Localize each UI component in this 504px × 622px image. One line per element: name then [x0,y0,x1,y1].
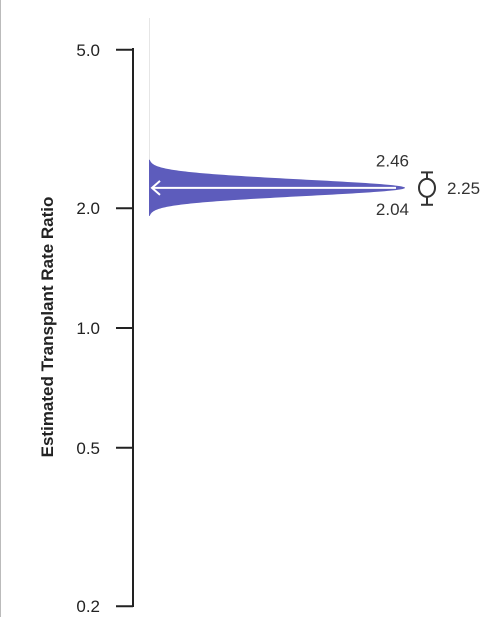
y-tick-label: 5.0 [76,41,100,60]
ci-lower-label: 2.04 [376,200,409,219]
y-tick-label: 0.5 [76,439,100,458]
y-axis-label: Estimated Transplant Rate Ratio [38,197,57,458]
density-arrow [150,180,396,196]
arrow-head [150,180,161,196]
y-tick-label: 1.0 [76,319,100,338]
estimate-marker [418,177,436,198]
ci-upper-label: 2.46 [376,151,409,170]
y-ticks: 5.0 2.0 1.0 0.5 0.2 [76,41,133,616]
estimate-group [418,171,436,206]
estimate-label: 2.25 [447,179,480,198]
y-tick-label: 0.2 [76,597,100,616]
y-tick-label: 2.0 [76,199,100,218]
y-axis: 5.0 2.0 1.0 0.5 0.2 [76,41,134,616]
